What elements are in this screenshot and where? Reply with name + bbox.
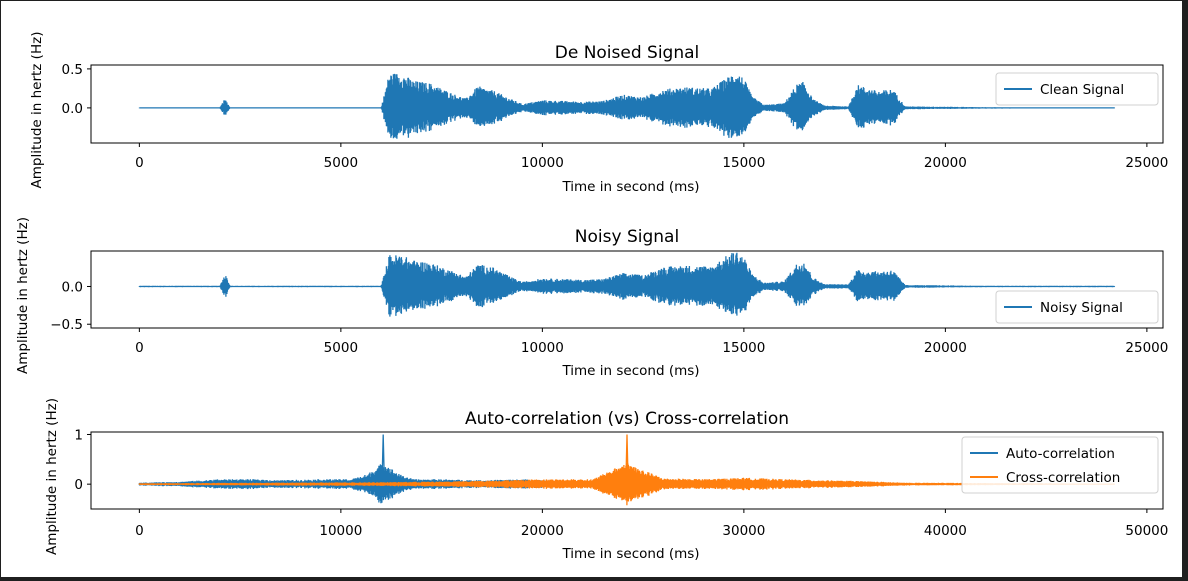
plot-area <box>138 73 1116 139</box>
subplot-title: De Noised Signal <box>555 43 700 63</box>
series-line-clean-signal <box>138 73 1116 139</box>
x-tick-label: 25000 <box>1125 155 1168 171</box>
x-tick-label: 50000 <box>1125 523 1168 539</box>
subplot-title: Noisy Signal <box>575 227 679 247</box>
y-tick-label: 0 <box>74 477 83 493</box>
legend-label: Cross-correlation <box>1006 470 1120 486</box>
x-tick-label: 30000 <box>722 523 765 539</box>
y-tick-label: 0.0 <box>62 101 83 117</box>
legend-box <box>961 436 1159 494</box>
x-tick-label: 10000 <box>521 155 564 171</box>
y-tick-label: 1 <box>74 427 83 443</box>
series-line-auto-correlation <box>138 434 624 504</box>
x-axis-label: Time in second (ms) <box>561 363 699 379</box>
legend-box <box>995 290 1159 324</box>
axes-frame <box>90 431 1164 510</box>
y-axis-label: Amplitude in hertz (Hz) <box>15 217 31 374</box>
y-axis-label: Amplitude in hertz (Hz) <box>44 398 60 555</box>
axes-frame <box>90 250 1164 329</box>
x-tick-label: 20000 <box>521 523 564 539</box>
plot-area <box>138 252 1116 317</box>
x-tick-label: 10000 <box>319 523 362 539</box>
x-tick-label: 15000 <box>722 155 765 171</box>
x-tick-label: 20000 <box>924 155 967 171</box>
legend: Clean Signal <box>995 72 1159 106</box>
axes-frame <box>90 64 1164 144</box>
subplot-middle: Noisy Signal 0 5000 10000 15000 20000 25000 0.0… <box>15 217 1168 379</box>
x-tick-label: 0 <box>135 340 144 356</box>
x-tick-label: 5000 <box>324 155 358 171</box>
x-tick-label: 0 <box>135 523 144 539</box>
subplot-title: Auto-correlation (vs) Cross-correlation <box>465 409 789 429</box>
y-tick-label: 0.5 <box>62 62 83 78</box>
legend: Noisy Signal <box>995 290 1159 324</box>
x-tick-label: 40000 <box>924 523 967 539</box>
legend-box <box>995 72 1159 106</box>
y-tick-label: −0.5 <box>50 317 83 333</box>
x-tick-label: 5000 <box>324 340 358 356</box>
x-tick-label: 20000 <box>924 340 967 356</box>
legend-label: Noisy Signal <box>1040 300 1123 316</box>
x-tick-label: 25000 <box>1125 340 1168 356</box>
x-axis-label: Time in second (ms) <box>561 179 699 195</box>
series-line-noisy-signal <box>138 252 1116 317</box>
subplot-bottom: Auto-correlation (vs) Cross-correlation 0… <box>44 398 1168 562</box>
x-tick-label: 15000 <box>722 340 765 356</box>
x-tick-label: 0 <box>135 155 144 171</box>
x-tick-label: 10000 <box>521 340 564 356</box>
legend-label: Auto-correlation <box>1006 446 1115 462</box>
legend: Auto-correlation Cross-correlation <box>961 436 1159 494</box>
legend-label: Clean Signal <box>1040 82 1124 98</box>
y-axis-label: Amplitude in hertz (Hz) <box>29 32 45 189</box>
x-axis-label: Time in second (ms) <box>561 546 699 562</box>
y-tick-label: 0.0 <box>62 279 83 295</box>
subplot-top: De Noised Signal 0 5000 10000 15000 20000 2500… <box>29 32 1168 195</box>
